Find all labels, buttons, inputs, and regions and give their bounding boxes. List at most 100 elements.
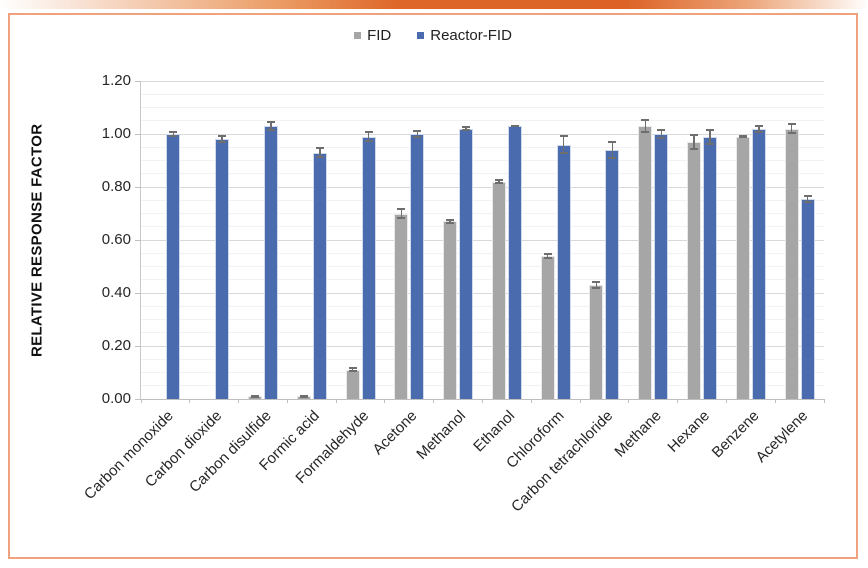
gridline-minor <box>141 358 824 360</box>
bar-reactor-fid-9 <box>556 144 571 399</box>
bar-reactor-fid-1 <box>166 134 181 399</box>
legend-marker-icon <box>417 32 425 39</box>
legend-item-reactor-fid: Reactor-FID <box>417 27 512 44</box>
bar-reactor-fid-6 <box>410 134 425 399</box>
error-bar-part <box>367 131 370 142</box>
y-axis-tick <box>135 345 141 347</box>
x-axis-tick <box>189 399 191 403</box>
error-bar <box>364 131 373 142</box>
error-bar <box>218 135 227 144</box>
x-axis-tick <box>823 399 825 403</box>
x-axis-label: Methanol <box>413 407 470 463</box>
bar-fid-9 <box>540 255 555 399</box>
error-bar <box>657 128 666 140</box>
x-axis-label: Hexane <box>664 407 714 456</box>
chart-card: FID Reactor-FID RELATIVE RESPONSE FACTOR … <box>8 13 858 559</box>
x-axis-tick <box>774 399 776 403</box>
error-bar-part <box>611 140 614 160</box>
gridline-major <box>141 133 824 135</box>
gridline-minor <box>141 173 824 175</box>
gridline-major <box>141 292 824 294</box>
error-bar <box>315 147 324 158</box>
error-bar-part <box>514 124 516 128</box>
x-axis-label: Ethanol <box>470 407 519 456</box>
bar-reactor-fid-2 <box>215 139 230 399</box>
x-axis-tick <box>384 399 386 403</box>
error-bar <box>397 208 406 219</box>
error-bar-part <box>465 126 467 132</box>
y-tick-label: 1.00 <box>101 125 131 142</box>
y-axis-tick <box>135 80 141 82</box>
error-bar <box>559 135 568 154</box>
y-axis-tick <box>135 398 141 400</box>
gridline-major <box>141 239 824 241</box>
error-bar-part <box>693 134 695 150</box>
x-axis-label: Methane <box>611 407 665 461</box>
y-axis-title: RELATIVE RESPONSE FACTOR <box>28 123 46 357</box>
y-axis-tick <box>135 186 141 188</box>
bar-fid-14 <box>784 128 799 399</box>
top-gradient-bar <box>0 0 868 9</box>
bar-fid-10 <box>589 285 604 399</box>
error-bar-part <box>758 124 760 133</box>
error-bar-part <box>416 130 419 138</box>
legend-label: FID <box>367 27 392 44</box>
error-bar <box>543 253 552 259</box>
y-tick-label: 1.20 <box>101 72 131 89</box>
gridline-minor <box>141 120 824 122</box>
legend-marker-icon <box>354 32 362 39</box>
error-bar <box>510 124 519 128</box>
y-axis-tick <box>135 239 141 241</box>
x-axis-tick <box>482 399 483 403</box>
x-axis-tick <box>677 399 679 403</box>
bar-fid-7 <box>443 221 458 399</box>
error-bar-part <box>221 135 223 144</box>
plot-area: 0.00 0.20 0.40 0.60 0.80 1.00 1.20 Carbon monox… <box>81 72 825 515</box>
gridline-minor <box>141 107 824 108</box>
gridline-major <box>141 80 824 82</box>
legend-item-fid: FID <box>354 27 391 44</box>
error-bar-part <box>172 131 175 137</box>
error-bar <box>608 140 617 160</box>
x-axis-tick <box>140 399 142 403</box>
chart-legend: FID Reactor-FID <box>10 27 856 44</box>
error-bar <box>690 134 699 150</box>
y-tick-label: 0.80 <box>101 178 131 195</box>
error-bar <box>348 367 357 373</box>
x-axis-tick <box>628 399 630 403</box>
gridline-minor <box>141 93 824 95</box>
error-bar <box>494 179 503 185</box>
error-bar-part <box>319 147 321 158</box>
bar-reactor-fid-13 <box>751 128 766 399</box>
error-bar <box>266 120 275 132</box>
bar-fid-8 <box>491 181 506 399</box>
error-bar-part <box>709 128 711 145</box>
error-bar-part <box>790 123 793 134</box>
error-bar-part <box>660 128 662 140</box>
bar-reactor-fid-4 <box>312 152 327 399</box>
error-bar <box>169 131 178 137</box>
gridline-major <box>141 345 824 347</box>
x-axis-tick <box>530 399 532 403</box>
error-bar <box>462 126 471 132</box>
error-bar <box>446 218 455 225</box>
bar-reactor-fid-8 <box>507 126 522 399</box>
bar-fid-12 <box>687 141 702 399</box>
error-bar-part <box>498 179 500 185</box>
gridline-minor <box>141 266 824 267</box>
gridline-minor <box>141 372 824 373</box>
error-bar-part <box>644 119 646 133</box>
error-bar <box>413 130 422 138</box>
x-axis-tick <box>725 399 727 403</box>
error-bar-part <box>303 395 305 398</box>
bar-reactor-fid-5 <box>361 136 376 399</box>
bar-reactor-fid-12 <box>703 136 718 399</box>
error-bar-part <box>400 208 403 219</box>
gridline-minor <box>141 213 824 214</box>
bar-fid-5 <box>345 369 360 399</box>
bar-reactor-fid-11 <box>654 134 669 399</box>
x-axis-tick <box>433 399 435 403</box>
y-tick-label: 0.40 <box>101 284 131 301</box>
bar-fid-6 <box>394 213 409 399</box>
x-axis-tick <box>238 399 240 403</box>
